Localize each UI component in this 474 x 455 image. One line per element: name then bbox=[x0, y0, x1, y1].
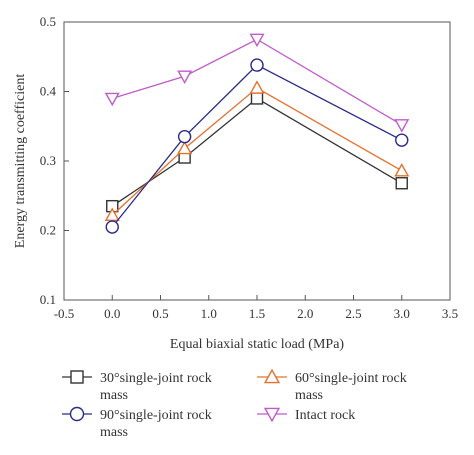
legend-label: 30°single-joint rock mass bbox=[100, 371, 212, 403]
data-point bbox=[177, 129, 192, 144]
chart-legend: 30°single-joint rock mass60°single-joint … bbox=[62, 368, 407, 440]
series-circle bbox=[105, 58, 409, 234]
legend-item: 60°single-joint rock mass bbox=[257, 368, 407, 403]
legend-label-line: 30°single-joint rock bbox=[100, 371, 212, 386]
y-tick-label: 0.3 bbox=[40, 153, 56, 168]
x-tick-label: 2.0 bbox=[297, 306, 313, 321]
series-square bbox=[106, 92, 408, 213]
data-point bbox=[394, 119, 410, 133]
y-tick-label: 0.4 bbox=[40, 84, 57, 99]
series-line bbox=[112, 38, 403, 126]
legend-item: Intact rock bbox=[257, 407, 355, 423]
data-point bbox=[177, 140, 193, 155]
data-point bbox=[249, 33, 265, 48]
legend-label-line: mass bbox=[100, 388, 128, 403]
series-triangle-down bbox=[104, 33, 410, 133]
x-tick-label: 3.5 bbox=[442, 306, 458, 321]
data-point bbox=[177, 70, 193, 84]
x-tick-label: 1.0 bbox=[201, 306, 217, 321]
chart-series bbox=[104, 33, 410, 234]
data-point bbox=[249, 80, 265, 94]
legend-marker bbox=[69, 406, 85, 422]
chart-axes: -0.5 0.0 0.5 1.0 1.5 2.0 2.5 3.0 3.5 0.1 0.2 0.3 0.4… bbox=[40, 14, 458, 321]
legend-marker bbox=[70, 370, 84, 384]
legend-label-line: mass bbox=[295, 388, 323, 403]
data-point bbox=[104, 207, 120, 221]
x-tick-label: 3.0 bbox=[394, 306, 410, 321]
x-tick-label: 0.0 bbox=[104, 306, 120, 321]
legend-label: 60°single-joint rock mass bbox=[295, 371, 407, 403]
data-point bbox=[105, 220, 119, 234]
x-tick-label: 0.5 bbox=[152, 306, 168, 321]
legend-item: 90°single-joint rock mass bbox=[62, 406, 212, 440]
legend-marker bbox=[263, 407, 281, 423]
data-point bbox=[104, 92, 120, 107]
legend-label-line: 60°single-joint rock bbox=[295, 371, 407, 386]
data-point bbox=[395, 133, 409, 147]
data-point bbox=[395, 177, 408, 190]
y-tick-label: 0.5 bbox=[40, 14, 56, 29]
y-tick-label: 0.2 bbox=[40, 223, 56, 238]
legend-item: 30°single-joint rock mass bbox=[62, 370, 212, 403]
data-point bbox=[250, 58, 264, 72]
data-point bbox=[250, 92, 264, 105]
y-tick-label: 0.1 bbox=[40, 292, 56, 307]
legend-marker bbox=[263, 368, 281, 384]
x-axis-title: Equal biaxial static load (MPa) bbox=[170, 337, 345, 352]
legend-label: Intact rock bbox=[295, 408, 355, 423]
data-point bbox=[394, 162, 410, 177]
x-tick-label: 1.5 bbox=[249, 306, 265, 321]
legend-label: 90°single-joint rock mass bbox=[100, 408, 212, 440]
legend-label-line: mass bbox=[100, 425, 128, 440]
x-tick-label: 2.5 bbox=[345, 306, 361, 321]
series-line bbox=[111, 87, 403, 216]
x-tick-label: -0.5 bbox=[54, 306, 75, 321]
series-line bbox=[111, 97, 403, 207]
y-axis-title: Energy transmitting coefficient bbox=[13, 74, 28, 249]
legend-label-line: Intact rock bbox=[295, 408, 355, 423]
series-line bbox=[111, 64, 403, 228]
legend-label-line: 90°single-joint rock bbox=[100, 408, 212, 423]
